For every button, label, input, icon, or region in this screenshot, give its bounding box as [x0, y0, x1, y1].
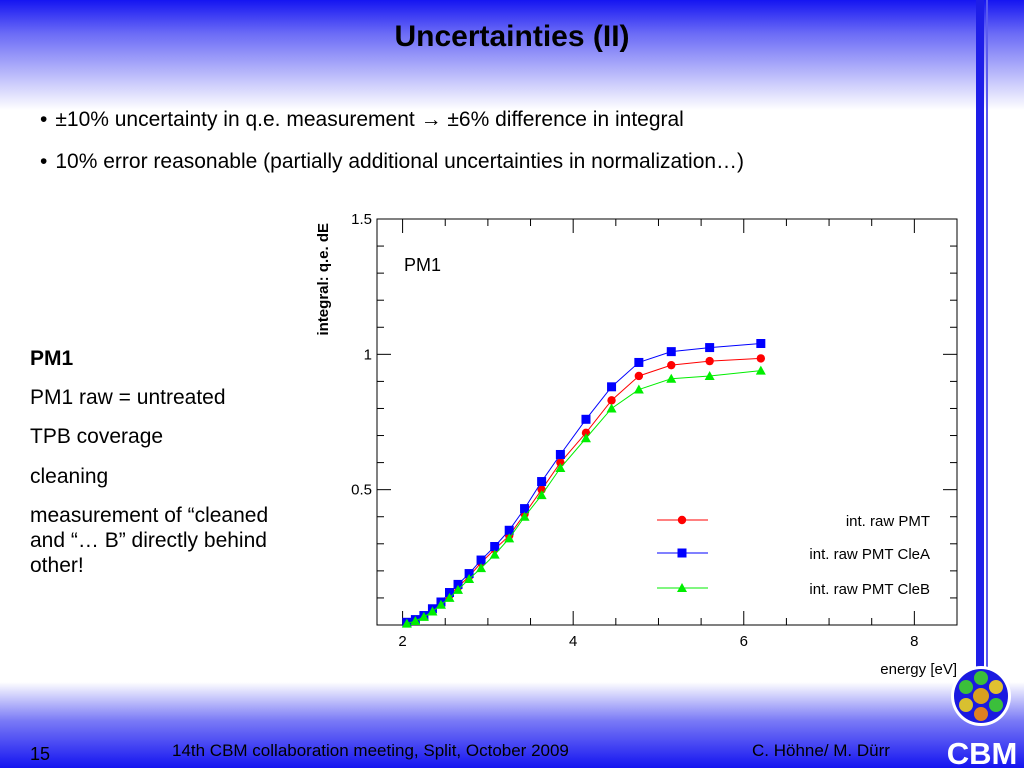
x-axis-label: energy [eV]	[880, 661, 957, 678]
sidebar-line: TPB coverage	[30, 425, 164, 449]
blue-square-point	[555, 449, 565, 459]
green-triangle-point	[410, 615, 421, 625]
green-triangle-point	[536, 490, 547, 500]
plot-title: PM1	[404, 255, 441, 275]
y-tick-label: 1.5	[351, 211, 372, 228]
blue-square-point	[634, 357, 644, 367]
footer-authors: C. Höhne/ M. Dürr	[752, 741, 890, 760]
red-circle-point	[634, 371, 644, 381]
green-triangle-point	[489, 549, 500, 559]
blue-square-point	[453, 579, 463, 589]
legend-marker	[677, 548, 687, 558]
green-triangle-point	[606, 403, 617, 413]
blue-square-point	[705, 343, 715, 353]
x-tick-label: 4	[569, 633, 577, 650]
red-circle-point	[607, 396, 616, 405]
y-tick-label: 1	[364, 346, 372, 363]
page-number: 15	[30, 744, 51, 764]
cbm-logo-text: CBM	[947, 736, 1018, 768]
sidebar-line: PM1 raw = untreated	[30, 386, 226, 410]
green-triangle-point	[401, 618, 412, 628]
green-triangle-point	[418, 611, 429, 621]
green-triangle-point	[427, 606, 438, 616]
blue-square-point	[607, 382, 617, 392]
blue-square-point	[464, 569, 474, 579]
green-triangle-point	[444, 592, 455, 602]
red-circle-point	[581, 428, 591, 438]
green-triangle-point	[633, 384, 644, 394]
blue-square-point	[504, 525, 514, 535]
integral-chart: 2 4 6 8 0.5 1 1.5 energy [eV] integral: q.e. dE P…	[315, 211, 958, 678]
green-triangle-point	[555, 463, 566, 473]
green-triangle-point	[476, 563, 487, 573]
blue-square-point	[666, 347, 676, 357]
blue-square-point	[490, 542, 500, 552]
blue-square-point	[445, 588, 454, 598]
chart-panel: 2 4 6 8 0.5 1 1.5 energy [eV] integral: q.e. dE P…	[270, 200, 970, 678]
x-tick-label: 8	[910, 633, 918, 650]
x-tick-label: 2	[398, 633, 406, 650]
cbm-logo: CBM	[938, 662, 1024, 771]
y-tick-label: 0.5	[351, 482, 372, 499]
green-triangle-point	[435, 599, 446, 609]
bullet-item: ±10% uncertainty in q.e. measurement → ±…	[40, 108, 744, 132]
footer-band	[0, 682, 1024, 768]
green-triangle-point	[580, 433, 591, 443]
slide-title: Uncertainties (II)	[394, 20, 630, 53]
sidebar-notes: PM1 PM1 raw = untreated TPB coverage cle…	[30, 346, 330, 592]
green-triangle-point	[519, 511, 530, 521]
red-circle-point	[556, 458, 565, 467]
header-band	[0, 0, 1024, 110]
y-axis-label: integral: q.e. dE	[315, 223, 332, 336]
sidebar-heading: PM1	[30, 347, 74, 370]
green-triangle-point	[755, 365, 766, 375]
red-circle-point	[756, 354, 766, 363]
blue-square-point	[520, 504, 530, 514]
blue-square-point	[537, 477, 547, 487]
x-tick-label: 6	[740, 633, 748, 650]
green-triangle-point	[464, 573, 475, 583]
blue-square-point	[756, 339, 766, 349]
bullet-item: 10% error reasonable (partially addition…	[40, 150, 744, 174]
red-circle-point	[705, 356, 714, 366]
right-border-line	[986, 0, 988, 690]
legend-label: int. raw PMT CleB	[809, 581, 930, 598]
legend-marker	[677, 583, 687, 592]
red-circle-point	[667, 360, 676, 370]
bullet-list: ±10% uncertainty in q.e. measurement → ±…	[40, 108, 744, 192]
blue-square-point	[476, 555, 486, 565]
legend-label: int. raw PMT CleA	[809, 546, 930, 563]
sidebar-line: measurement of “cleaned A” and “… B” dir…	[30, 503, 319, 578]
legend-label: int. raw PMT	[846, 513, 930, 530]
green-triangle-point	[704, 370, 715, 380]
footer-event: 14th CBM collaboration meeting, Split, O…	[172, 741, 569, 760]
green-triangle-point	[666, 373, 677, 383]
blue-square-point	[581, 414, 591, 424]
plot-frame	[376, 218, 958, 626]
sidebar-line: cleaning	[30, 464, 109, 488]
green-triangle-point	[504, 533, 515, 543]
right-border-bar	[976, 0, 984, 690]
green-triangle-point	[453, 584, 464, 594]
legend-marker	[677, 515, 687, 525]
